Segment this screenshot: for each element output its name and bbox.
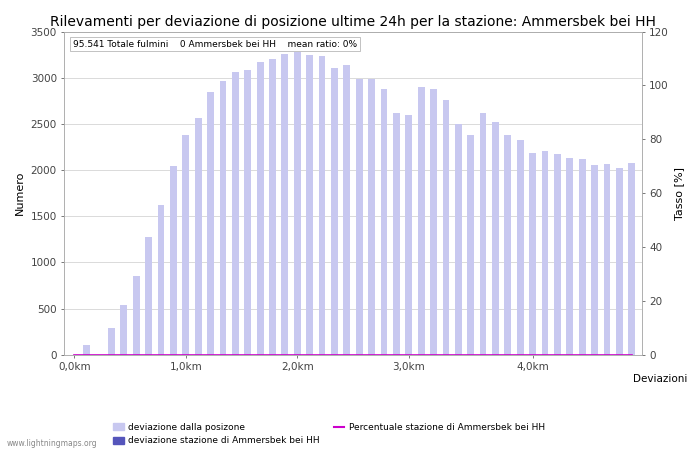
Bar: [505, 135, 511, 355]
Bar: [405, 115, 412, 355]
Bar: [517, 140, 524, 355]
Bar: [133, 276, 140, 355]
Bar: [542, 151, 548, 355]
Bar: [393, 113, 400, 355]
Bar: [281, 54, 288, 355]
Bar: [257, 62, 263, 355]
Bar: [356, 79, 363, 355]
Bar: [108, 328, 115, 355]
Bar: [232, 72, 239, 355]
Bar: [591, 165, 598, 355]
Bar: [83, 345, 90, 355]
Bar: [492, 122, 499, 355]
Bar: [579, 159, 586, 355]
Bar: [442, 100, 449, 355]
Bar: [331, 68, 338, 355]
Bar: [468, 135, 474, 355]
Bar: [183, 135, 189, 355]
Bar: [344, 65, 350, 355]
Bar: [430, 89, 437, 355]
Bar: [170, 166, 177, 355]
Bar: [529, 153, 536, 355]
Bar: [158, 205, 164, 355]
Bar: [418, 87, 424, 355]
Title: Rilevamenti per deviazione di posizione ultime 24h per la stazione: Ammersbek be: Rilevamenti per deviazione di posizione …: [50, 15, 656, 29]
Bar: [195, 118, 202, 355]
Bar: [566, 158, 573, 355]
Text: www.lightningmaps.org: www.lightningmaps.org: [7, 439, 97, 448]
Y-axis label: Numero: Numero: [15, 171, 25, 215]
Bar: [120, 305, 127, 355]
Legend: deviazione dalla posizone, deviazione stazione di Ammersbek bei HH, Percentuale : deviazione dalla posizone, deviazione st…: [113, 423, 545, 446]
Bar: [455, 124, 462, 355]
Bar: [244, 70, 251, 355]
Bar: [368, 79, 375, 355]
Bar: [294, 52, 301, 355]
Bar: [480, 113, 486, 355]
Bar: [616, 168, 623, 355]
Text: 95.541 Totale fulmini    0 Ammersbek bei HH    mean ratio: 0%: 95.541 Totale fulmini 0 Ammersbek bei HH…: [73, 40, 357, 49]
Bar: [554, 154, 561, 355]
Y-axis label: Tasso [%]: Tasso [%]: [675, 166, 685, 220]
Bar: [220, 81, 226, 355]
Bar: [146, 238, 152, 355]
Bar: [269, 59, 276, 355]
Bar: [381, 89, 387, 355]
Bar: [307, 54, 313, 355]
Bar: [207, 93, 214, 355]
Bar: [603, 164, 610, 355]
Bar: [318, 57, 326, 355]
Text: Deviazioni: Deviazioni: [634, 374, 688, 384]
Bar: [629, 162, 635, 355]
